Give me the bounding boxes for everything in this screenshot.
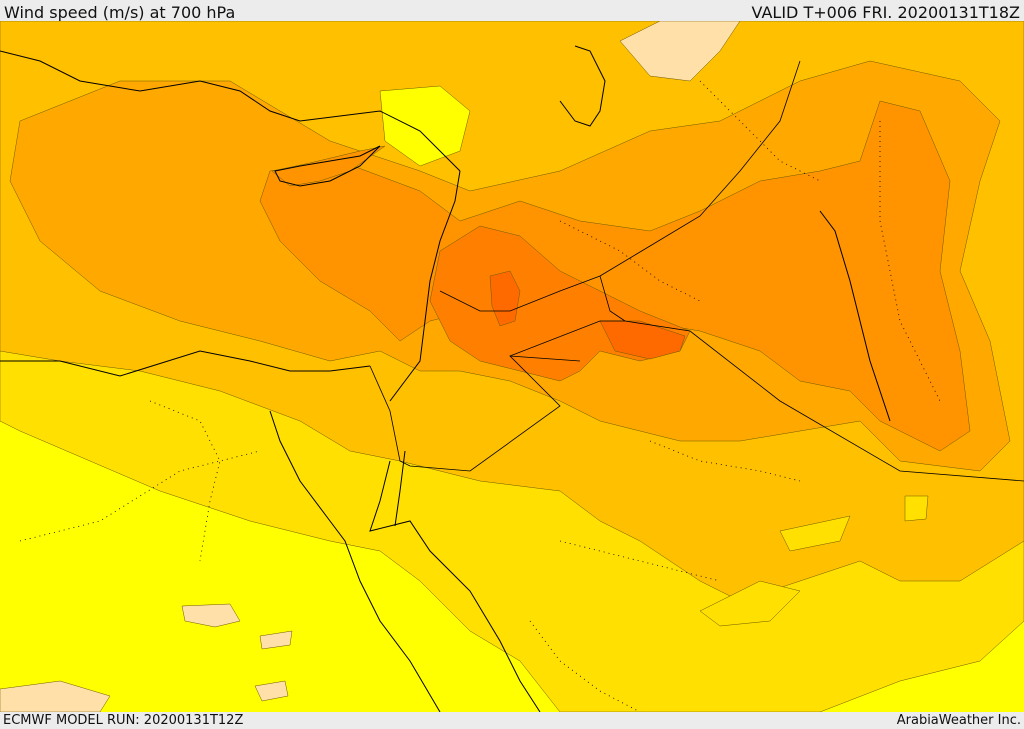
credit-label: ArabiaWeather Inc. (896, 713, 1021, 728)
field-red-orange-2 (599, 320, 686, 360)
field-red-orange (489, 270, 521, 327)
map-title: Wind speed (m/s) at 700 hPa (4, 3, 236, 22)
field-lightest-sw1 (181, 603, 241, 628)
field-lightest-sw3 (259, 630, 293, 650)
field-yellow-east3 (904, 495, 929, 522)
borders (369, 60, 1024, 482)
field-yellow-east2 (699, 580, 801, 627)
dotted-boundaries (19, 80, 941, 712)
field-orange (259, 100, 971, 452)
field-yellow-north (379, 85, 471, 167)
weather-map (0, 21, 1024, 712)
field-lightest-sw4 (0, 680, 111, 712)
coastlines (0, 45, 891, 712)
field-lightest-sw2 (254, 680, 289, 702)
field-lightest-ne (619, 21, 741, 82)
model-run-label: ECMWF MODEL RUN: 20200131T12Z (3, 713, 244, 728)
valid-time: VALID T+006 FRI. 20200131T18Z (751, 3, 1020, 22)
field-yellow-east1 (779, 515, 851, 552)
